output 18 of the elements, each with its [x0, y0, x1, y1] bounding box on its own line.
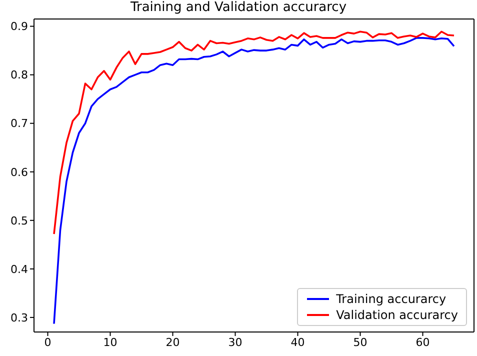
x-tick-label: 30	[228, 336, 242, 349]
y-tick-label: 0.5	[10, 214, 28, 228]
y-tick-label: 0.3	[10, 311, 28, 324]
y-tick-label: 0.8	[10, 68, 28, 82]
x-tick-label: 60	[416, 336, 430, 349]
x-tick-label: 10	[103, 336, 118, 349]
legend-label: Training accurarcy	[336, 291, 446, 307]
y-tick-label: 0.6	[10, 166, 28, 179]
x-tick-label: 0	[44, 336, 52, 349]
x-tick-label: 40	[290, 336, 305, 349]
y-tick-label: 0.9	[10, 20, 28, 34]
line-series	[53, 30, 455, 235]
y-tick-label: 0.7	[10, 117, 28, 130]
y-tick-label: 0.4	[10, 262, 28, 276]
x-tick-label: 50	[353, 336, 368, 349]
legend-label: Validation accurarcy	[336, 307, 458, 323]
chart-title: Training and Validation accurarcy	[129, 0, 348, 16]
x-tick-label: 20	[166, 336, 180, 349]
